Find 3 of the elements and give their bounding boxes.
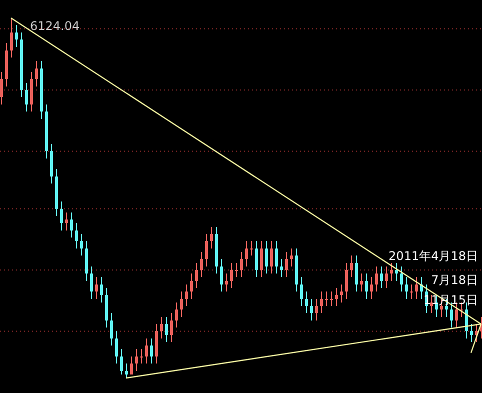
annotation: 7月18日: [431, 273, 478, 287]
annotation: 2011年4月18日: [388, 249, 478, 263]
annotation: 6124.04: [30, 19, 80, 33]
